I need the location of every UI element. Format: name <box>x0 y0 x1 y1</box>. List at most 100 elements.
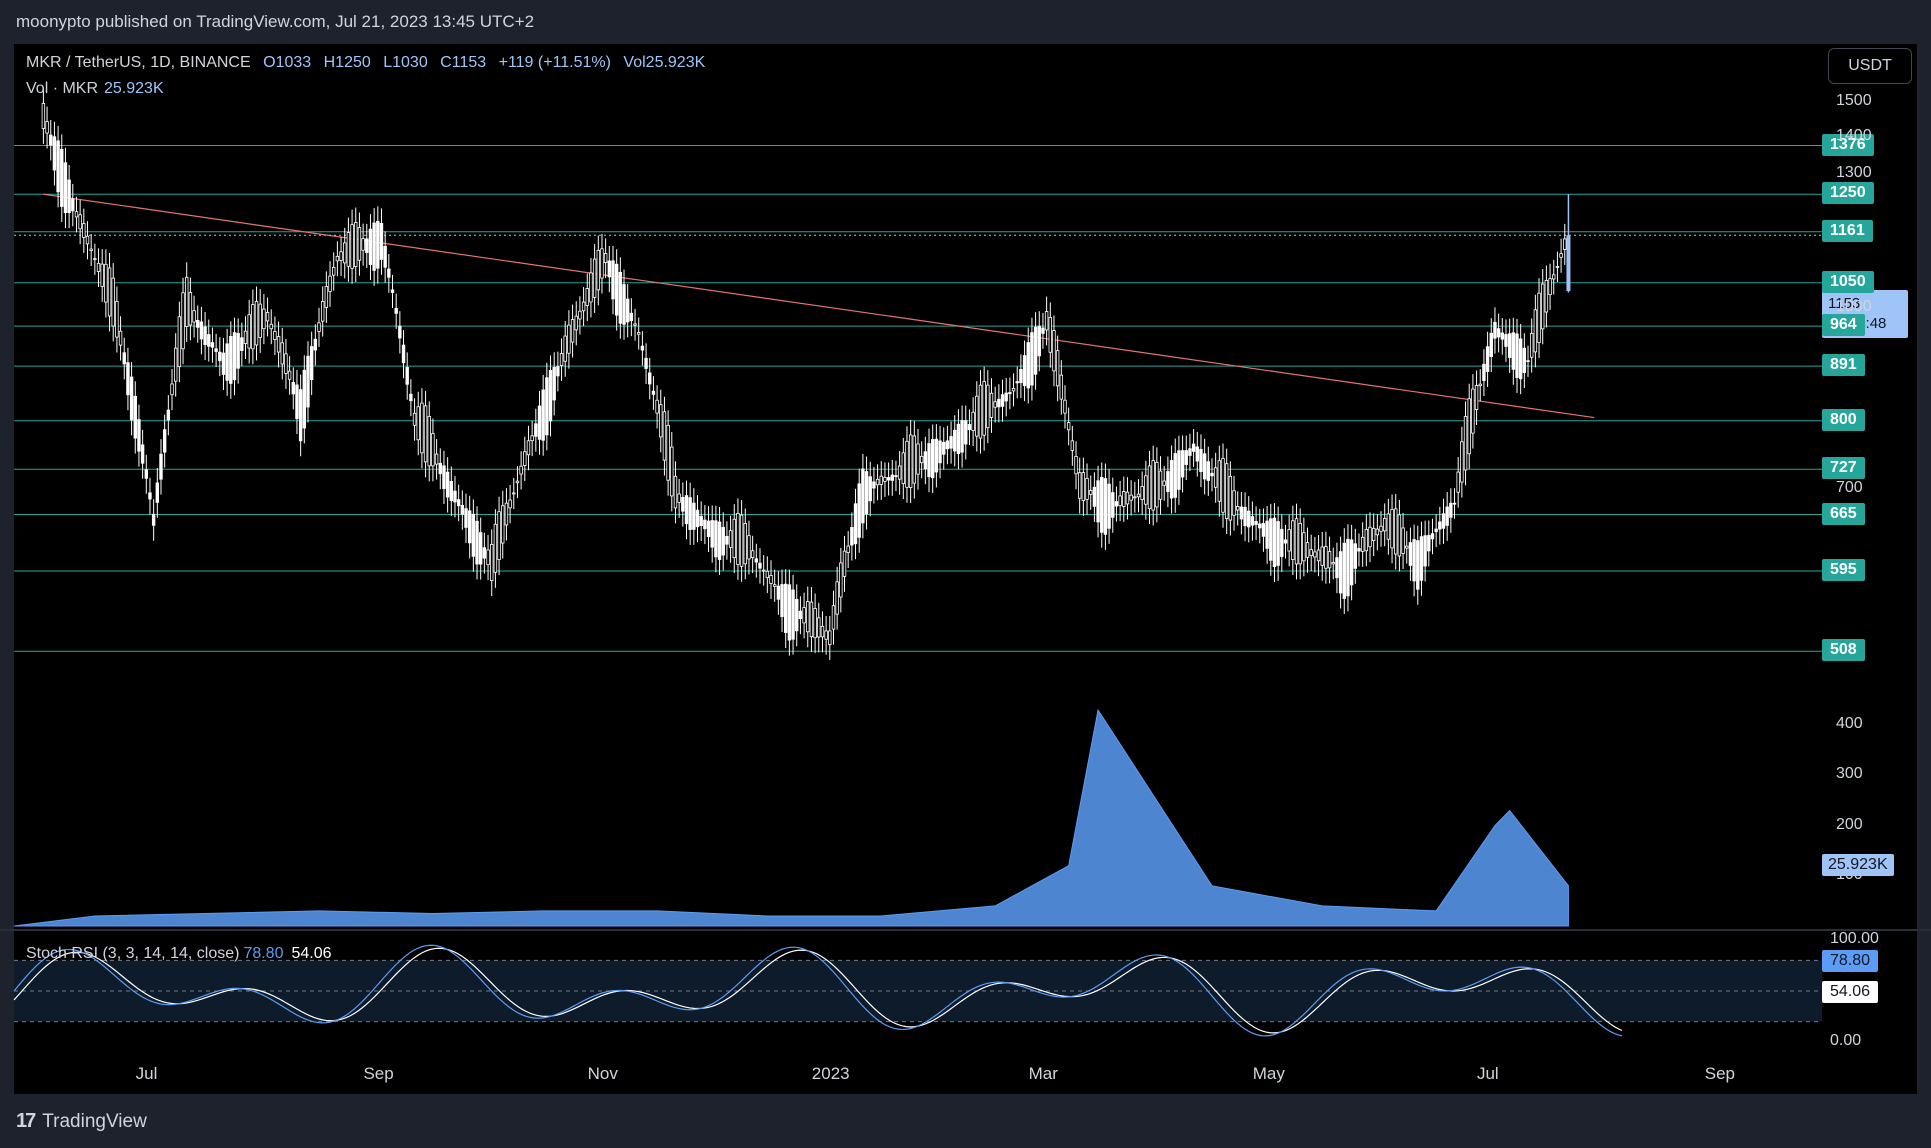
candle-body <box>1427 535 1431 552</box>
candle-body <box>600 248 604 279</box>
candle-body <box>993 401 997 408</box>
candle-body <box>1151 460 1155 511</box>
symbol-legend: MKR / TetherUS, 1D, BINANCE O1033 H1250 … <box>26 54 713 72</box>
currency-button[interactable]: USDT <box>1828 48 1912 84</box>
candle-body <box>530 435 534 442</box>
candle-body <box>1408 542 1413 566</box>
candle-body <box>809 601 814 637</box>
candle-body <box>276 336 281 353</box>
level-tag-1376: 1376 <box>1822 133 1874 156</box>
candle-body <box>1136 493 1141 498</box>
candle-body <box>1379 525 1383 532</box>
candle-body <box>1191 443 1196 452</box>
volume-value: Vol25.923K <box>623 54 706 71</box>
candle-body <box>1195 446 1199 462</box>
candle-body <box>1055 350 1060 387</box>
candle-body <box>637 332 641 335</box>
time-axis-tick-4: Mar <box>1028 1064 1058 1083</box>
level-tag-964: 964 <box>1822 314 1865 337</box>
candle-body <box>758 562 762 569</box>
candle-body <box>949 436 953 449</box>
candle-body <box>291 382 295 395</box>
candle-body <box>596 250 600 291</box>
candle-body <box>1041 327 1045 334</box>
candle-body <box>1085 478 1089 500</box>
candle-body <box>802 607 806 624</box>
candle-body <box>651 390 656 395</box>
candle-body <box>750 550 755 559</box>
level-tag-595: 595 <box>1822 558 1865 581</box>
candle-body <box>1382 518 1387 532</box>
candle-body <box>438 462 442 475</box>
candle-body <box>618 271 623 324</box>
candle-body <box>1357 548 1361 552</box>
level-tag-891: 891 <box>1822 354 1865 377</box>
candle-body <box>772 584 777 587</box>
candle-body <box>537 405 542 440</box>
candle-body <box>1217 460 1222 502</box>
candle-body <box>1346 538 1350 597</box>
candle-body <box>1324 546 1328 569</box>
candle-body <box>927 443 931 478</box>
candle-body <box>567 324 571 354</box>
level-tag-1250: 1250 <box>1822 182 1874 205</box>
candle-body <box>188 292 193 326</box>
candle-body <box>857 483 861 538</box>
candle-body <box>129 376 134 421</box>
candle-body <box>695 509 700 528</box>
candle-body <box>1375 528 1380 536</box>
time-axis-tick-5: May <box>1252 1064 1285 1083</box>
candle-body <box>460 504 465 515</box>
candle-body <box>449 481 454 501</box>
candle-body <box>166 409 171 421</box>
volume-legend-value: 25.923K <box>104 80 164 97</box>
tradingview-brand[interactable]: 17 TradingView <box>16 1110 147 1133</box>
candle-body <box>1529 333 1534 358</box>
candle-body <box>504 502 509 526</box>
candle-body <box>736 513 740 565</box>
stoch-k-line <box>13 944 1623 1037</box>
candle-body <box>497 511 501 560</box>
candle-body <box>376 220 380 269</box>
candle-body <box>1213 467 1218 488</box>
candle-body <box>1206 461 1211 481</box>
candle-body <box>445 471 450 498</box>
candle-body <box>1221 458 1225 513</box>
candle-body <box>739 514 744 567</box>
candle-body <box>405 366 409 385</box>
candle-body <box>1537 292 1541 343</box>
candle-body <box>728 530 733 548</box>
candle-body <box>574 315 578 331</box>
candle-body <box>207 334 211 347</box>
candle-body <box>614 263 619 316</box>
candle-body <box>923 451 928 470</box>
candle-body <box>563 335 567 362</box>
candle-body <box>703 519 707 530</box>
candle-body <box>603 253 608 263</box>
stoch-legend-label[interactable]: Stoch RSI (3, 3, 14, 14, close) <box>26 945 240 962</box>
trendline[interactable] <box>43 193 1595 419</box>
candle-body <box>761 569 766 572</box>
symbol-label[interactable]: MKR / TetherUS, 1D, BINANCE <box>26 54 251 71</box>
candle-body <box>956 423 961 455</box>
volume-area <box>13 708 1569 927</box>
candle-body <box>456 499 461 507</box>
candle-body <box>806 601 810 633</box>
candle-body <box>423 405 428 463</box>
volume-legend-label[interactable]: Vol · MKR <box>26 80 99 97</box>
candle-body <box>1184 450 1188 465</box>
candle-body <box>1133 496 1137 499</box>
candle-body <box>265 312 270 322</box>
candle-body <box>864 471 869 515</box>
candle-body <box>989 392 994 418</box>
candle-body <box>1202 453 1207 480</box>
candle-body <box>1077 472 1082 499</box>
candle-body <box>1026 342 1030 389</box>
candle-body <box>1489 332 1493 357</box>
stoch-k-value: 78.80 <box>243 945 284 962</box>
candle-body <box>1452 502 1457 505</box>
candle-body <box>625 298 630 323</box>
price-axis-tick: 1500 <box>1836 91 1872 109</box>
candle-body <box>817 617 821 638</box>
